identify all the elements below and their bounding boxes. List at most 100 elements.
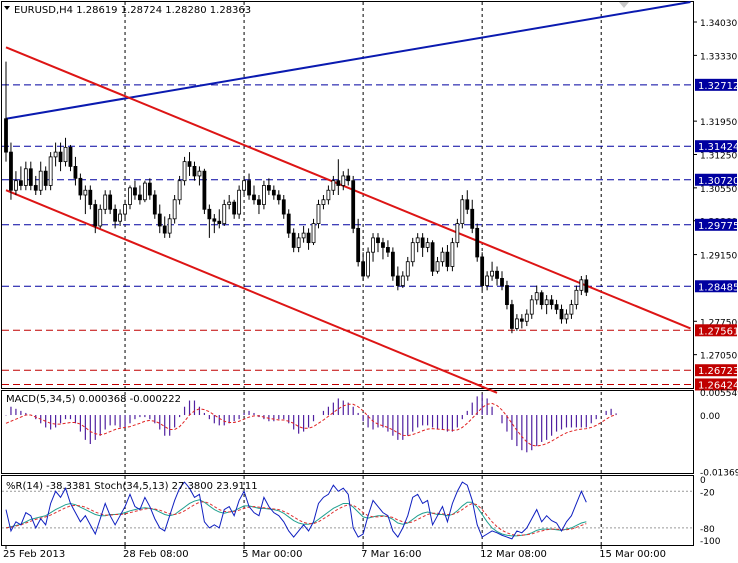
candle-body (301, 232, 306, 239)
price-level-tag (695, 140, 737, 153)
candle-body (341, 175, 346, 186)
price-level-tag (695, 324, 737, 337)
time-grid-lines (124, 2, 602, 545)
price-level-tag (695, 280, 737, 293)
price-tick-label: 1.34030 (700, 19, 737, 29)
candle-body (306, 232, 311, 244)
stoch-main-line (5, 499, 587, 537)
candle-body (276, 194, 281, 201)
trendlines (5, 1, 691, 394)
trendline-red-upper-channel (5, 46, 691, 330)
candle-body (98, 208, 103, 227)
candle-body (73, 166, 78, 179)
candle-body (490, 270, 494, 277)
candle-body (321, 199, 326, 205)
candle-body (142, 182, 147, 201)
candle-body (286, 213, 291, 234)
candle-body (103, 194, 108, 210)
price-level-tag-text: 1.32712 (698, 81, 738, 92)
candle-body (9, 151, 13, 191)
candle-body (440, 251, 445, 263)
candle-body (514, 318, 519, 329)
price-pane-frame (1, 1, 694, 389)
candle-body (108, 194, 113, 210)
candle-body (386, 247, 390, 253)
time-label: 25 Feb 2013 (3, 549, 65, 560)
candle-body (23, 168, 28, 186)
candle-body (390, 251, 395, 277)
candle-body (38, 170, 43, 191)
candle-body (123, 204, 127, 215)
candle-body (559, 308, 564, 320)
candle-body (371, 237, 375, 253)
candle-body (187, 161, 192, 167)
candle-body (28, 168, 33, 186)
chart-menu-arrow-icon[interactable] (4, 6, 10, 10)
candle-body (351, 180, 356, 229)
candle-body (63, 146, 68, 163)
candle-body (326, 189, 331, 201)
oscillator-tick-label: -100 (700, 537, 721, 547)
price-tick-label: 1.27050 (700, 352, 737, 362)
candle-body (128, 187, 132, 205)
candle-body (376, 237, 380, 244)
price-level-tag-text: 1.27561 (698, 326, 738, 337)
oscillator-pane-frame (1, 475, 694, 546)
price-tick-label: 1.31250 (700, 151, 737, 161)
candle-body (266, 185, 271, 191)
candle-body (252, 194, 256, 201)
price-level-tag (695, 218, 737, 231)
candle-body (242, 180, 246, 191)
candle-body (232, 201, 237, 215)
candle-body (534, 292, 539, 301)
candle-body (202, 170, 207, 210)
macd-info-label: MACD(5,34,5) 0.000368 -0.000222 (6, 394, 181, 405)
candle-body (222, 204, 227, 224)
time-label: 15 Mar 00:00 (599, 549, 666, 560)
candle-body (569, 304, 574, 315)
candle-body (549, 299, 554, 306)
candle-body (212, 218, 217, 222)
candle-body (405, 261, 410, 277)
candle-body (133, 187, 137, 196)
candle-body (48, 156, 53, 186)
candle-body (311, 223, 316, 244)
price-tick-label: 1.30550 (700, 185, 737, 195)
candle-body (366, 251, 370, 277)
candle-body (415, 237, 420, 244)
level-labels: 1.32712 1.31424 1.30720 1.29775 1.28485 1.275… (695, 78, 738, 391)
candle-body (316, 204, 321, 224)
candle-body (465, 199, 470, 210)
candle-body (505, 285, 509, 306)
trendline-blue-resistance (5, 1, 691, 120)
time-axis: 25 Feb 2013 28 Feb 08:00 5 Mar 00:00 7 Mar … (3, 546, 666, 560)
candle-body (177, 180, 182, 201)
price-tick-label: 1.31950 (700, 118, 737, 128)
candle-body (88, 189, 93, 205)
candle-body (524, 313, 529, 322)
candle-body (579, 279, 584, 291)
candle-body (58, 151, 63, 163)
macd-tick-label: 0.00 (700, 412, 720, 422)
candle-body (475, 227, 480, 258)
candle-body (247, 180, 251, 196)
candle-body (281, 199, 286, 215)
candle-body (217, 220, 222, 224)
macd-tick-label: 0.005549 (700, 389, 738, 399)
collapse-arrow-icon[interactable] (619, 2, 629, 8)
oscillator-indicator (2, 481, 693, 540)
candle-body (83, 189, 88, 196)
symbol-info-label: EURUSD,H4 1.28619 1.28724 1.28280 1.2836… (14, 5, 251, 16)
candle-body (118, 213, 122, 222)
candle-body (147, 182, 152, 196)
candle-body (14, 180, 18, 191)
candle-body (152, 194, 157, 215)
price-tick-label: 1.29150 (700, 252, 737, 262)
candle-body (162, 225, 167, 234)
oscillator-info-label: %R(14) -38.3381 Stoch(34,5,13) 27.3800 2… (6, 481, 258, 492)
candle-body (395, 275, 400, 286)
candle-body (53, 151, 58, 158)
candle-body (33, 185, 38, 191)
